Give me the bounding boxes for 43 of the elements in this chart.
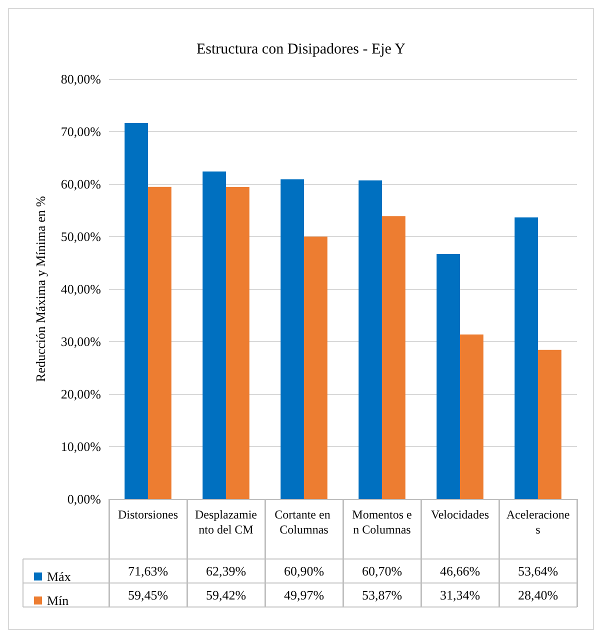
- data-label: 59,42%: [206, 588, 246, 602]
- bar: [280, 179, 304, 499]
- data-label: 31,34%: [440, 588, 480, 602]
- data-label: 28,40%: [518, 588, 558, 602]
- y-tick-label: 80,00%: [60, 72, 102, 86]
- data-label: 60,70%: [362, 564, 402, 578]
- chart-title: Estructura con Disipadores - Eje Y: [196, 42, 406, 58]
- bar: [460, 334, 484, 499]
- y-tick-label: 20,00%: [60, 386, 102, 402]
- bar: [148, 186, 172, 499]
- data-label: 49,97%: [284, 588, 324, 602]
- y-tick-label: 10,00%: [60, 439, 102, 454]
- bar: [358, 180, 382, 499]
- bar: [226, 187, 250, 499]
- bar: [382, 216, 406, 499]
- data-label: 60,90%: [284, 564, 324, 578]
- data-label: 62,39%: [206, 564, 246, 578]
- y-tick-label: 50,00%: [60, 229, 102, 244]
- data-label: 53,87%: [362, 588, 402, 602]
- x-tick-label: Desplazamiento del CM: [195, 508, 257, 536]
- y-tick-label: 60,00%: [60, 176, 102, 192]
- data-label: 59,45%: [128, 588, 168, 602]
- y-axis-title: Reducción Máxima y Mínima en %: [33, 196, 48, 382]
- y-tick-label: 30,00%: [60, 334, 102, 349]
- legend-label: Mín: [47, 593, 70, 608]
- x-tick-label: Momentos en Columnas: [352, 508, 412, 536]
- x-tick-label: Cortante en Columnas: [274, 508, 334, 536]
- bar: [202, 171, 226, 499]
- x-tick-label: Velocidades: [431, 508, 490, 522]
- x-tick-label: Aceleraciones: [506, 508, 570, 536]
- x-tick-label: Distorsiones: [118, 508, 178, 522]
- bar: [436, 254, 460, 499]
- y-tick-label: 70,00%: [60, 124, 102, 139]
- bar: [514, 217, 538, 499]
- bar: [304, 236, 328, 499]
- bar: [124, 122, 148, 499]
- y-tick-label: 40,00%: [60, 282, 102, 296]
- bar: [538, 350, 562, 499]
- data-label: 53,64%: [518, 564, 558, 578]
- data-label: 46,66%: [440, 564, 480, 578]
- legend-label: Máx: [47, 569, 72, 584]
- y-tick-label: 0,00%: [67, 492, 102, 506]
- data-label: 71,63%: [128, 564, 168, 578]
